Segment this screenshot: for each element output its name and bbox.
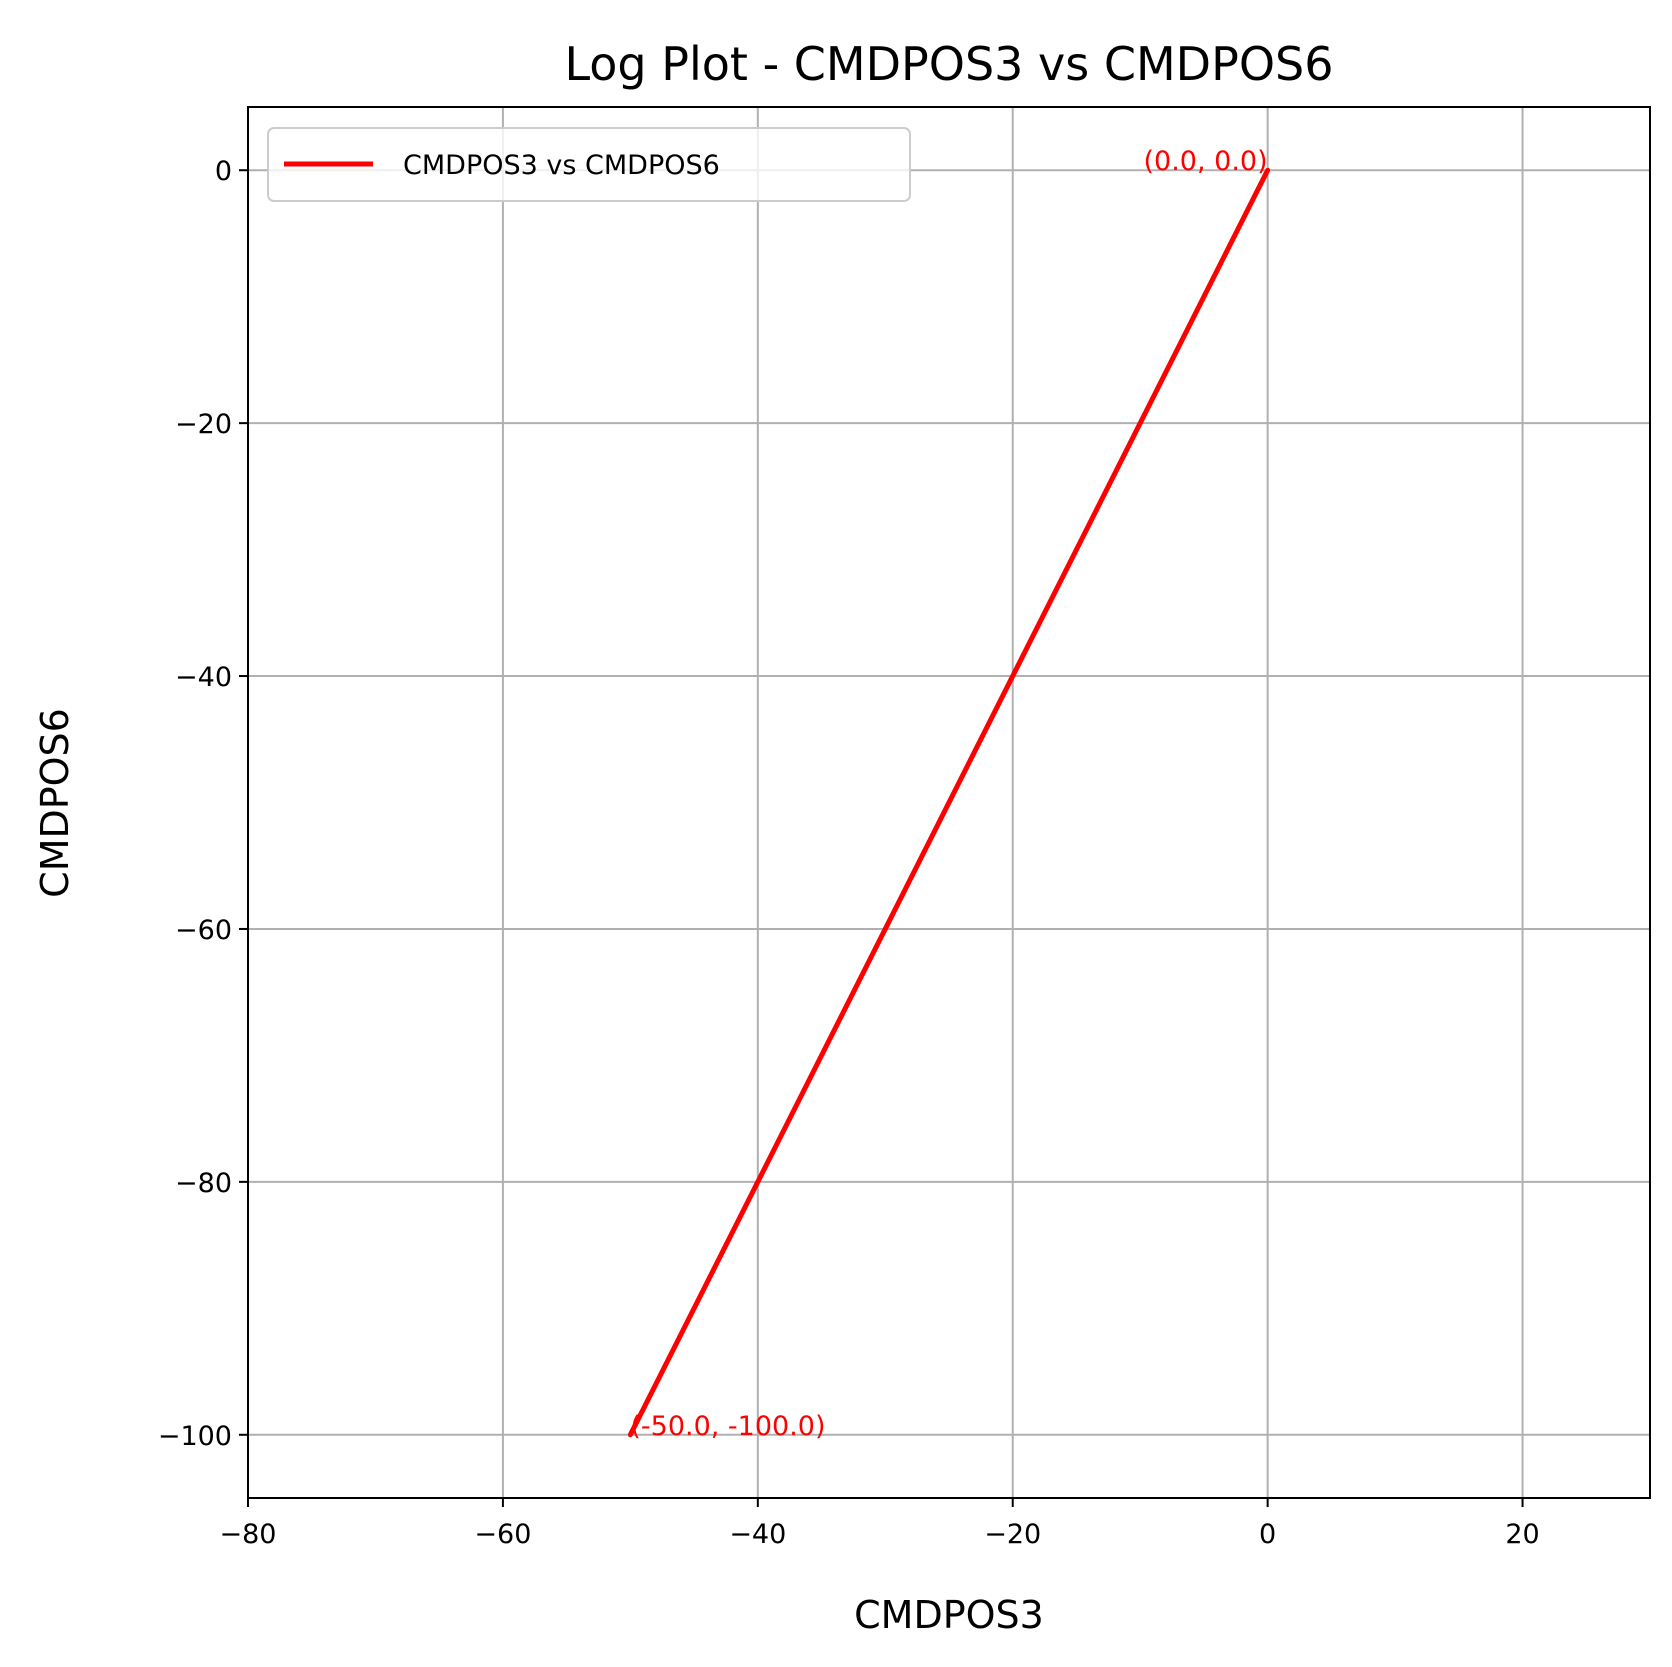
- legend-box: [267, 127, 911, 202]
- y-tick-label: −40: [175, 662, 232, 693]
- x-tick-label: 20: [1505, 1519, 1539, 1550]
- y-axis-label: CMDPOS6: [33, 708, 77, 898]
- annotations: (0.0, 0.0) (-50.0, -100.0): [630, 146, 1267, 1442]
- x-tick-label: −60: [474, 1519, 531, 1550]
- x-tick-label: −20: [984, 1519, 1041, 1550]
- y-tick-label: 0: [215, 156, 232, 187]
- legend: CMDPOS3 vs CMDPOS6: [267, 127, 911, 202]
- point-annotation: (-50.0, -100.0): [630, 1411, 825, 1442]
- x-tick-label: −80: [220, 1519, 277, 1550]
- y-tick-label: −100: [158, 1421, 232, 1452]
- grid: [247, 107, 1650, 1498]
- chart-title: Log Plot - CMDPOS3 vs CMDPOS6: [564, 37, 1333, 91]
- x-tick-label: 0: [1259, 1519, 1276, 1550]
- point-annotation: (0.0, 0.0): [1144, 146, 1268, 177]
- plot-frame: [247, 106, 1651, 1499]
- y-tick-label: −80: [175, 1168, 232, 1199]
- x-tick-label: −40: [729, 1519, 786, 1550]
- series-layer: [627, 167, 1271, 1438]
- legend-entry-label: CMDPOS3 vs CMDPOS6: [403, 150, 720, 181]
- y-tick-label: −20: [175, 409, 232, 440]
- ticks: −80 −60 −40 −20 0 20 0 −20 −40 −60 −80 −100: [158, 156, 1540, 1550]
- x-axis-label: CMDPOS3: [854, 1593, 1044, 1637]
- y-tick-label: −60: [175, 915, 232, 946]
- series-line: [627, 167, 1271, 1438]
